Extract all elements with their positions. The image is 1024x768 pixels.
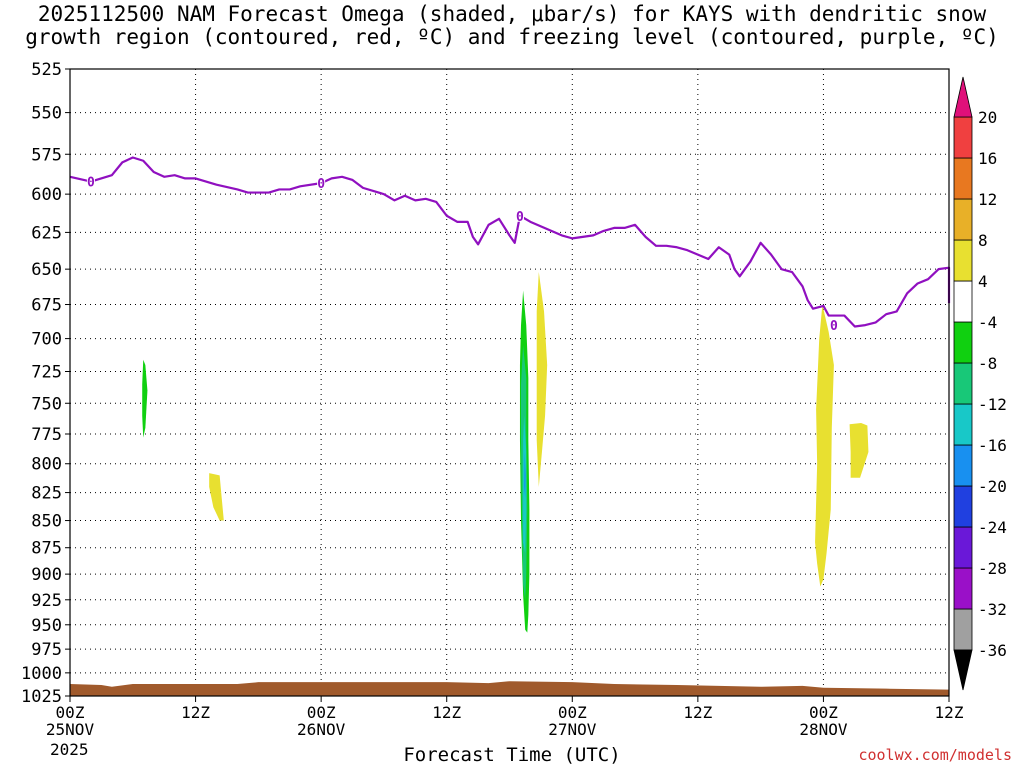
freezing-level-contour: 0 0 0 0 bbox=[69, 156, 951, 334]
colorbar-box bbox=[953, 567, 973, 610]
year-label: 2025 bbox=[50, 740, 89, 759]
y-tick-label: 875 bbox=[31, 539, 62, 559]
colorbar-max-arrow bbox=[953, 76, 973, 118]
contour-label-bg bbox=[86, 174, 95, 188]
colorbar-box bbox=[953, 116, 973, 159]
colorbar-label: -8 bbox=[978, 354, 997, 373]
colorbar-box bbox=[953, 403, 973, 446]
colorbar-box bbox=[953, 444, 973, 487]
colorbar-label: -36 bbox=[978, 641, 1007, 660]
colorbar: -36 -32 -28 -24 -20 -16 -12 -8 -4 4 8 12 16 20 bbox=[953, 76, 1007, 691]
colorbar-label: 20 bbox=[978, 108, 997, 127]
colorbar-box bbox=[953, 321, 973, 364]
colorbar-min-arrow bbox=[953, 649, 973, 691]
x-tick-label: 12Z bbox=[935, 703, 964, 722]
y-tick-label: 825 bbox=[31, 484, 62, 504]
contour-label-bg bbox=[515, 208, 524, 222]
omega-region bbox=[209, 473, 224, 521]
y-tick-label: 625 bbox=[31, 223, 62, 243]
y-tick-label: 675 bbox=[31, 296, 62, 316]
contour-label: 0 bbox=[516, 210, 524, 225]
plot-frame bbox=[69, 68, 950, 697]
y-tick-label: 600 bbox=[31, 185, 62, 205]
x-tick-label: 00Z bbox=[307, 703, 336, 722]
colorbar-label: -12 bbox=[978, 395, 1007, 414]
axes: 525 550 575 600 625 650 675 700 725 750 775 800 825 8… bbox=[21, 60, 964, 739]
colorbar-label: -20 bbox=[978, 477, 1007, 496]
y-tick-label: 650 bbox=[31, 260, 62, 280]
y-tick-label: 775 bbox=[31, 425, 62, 445]
y-tick-label: 725 bbox=[31, 362, 62, 382]
omega-region bbox=[849, 423, 869, 478]
y-tick-label: 575 bbox=[31, 145, 62, 165]
x-tick-label: 12Z bbox=[181, 703, 210, 722]
colorbar-box bbox=[953, 157, 973, 200]
omega-region bbox=[536, 272, 548, 487]
omega-region bbox=[815, 304, 834, 587]
y-tick-label: 525 bbox=[31, 60, 62, 80]
y-tick-label: 750 bbox=[31, 394, 62, 414]
contour-label: 0 bbox=[87, 176, 95, 191]
colorbar-label: -32 bbox=[978, 600, 1007, 619]
y-tick-label: 900 bbox=[31, 565, 62, 585]
y-tick-label: 1025 bbox=[21, 687, 62, 707]
y-tick-label: 700 bbox=[31, 330, 62, 350]
y-tick-label: 950 bbox=[31, 616, 62, 636]
contour-label: 0 bbox=[830, 319, 838, 334]
x-date-label: 28NOV bbox=[799, 720, 848, 739]
contour-label-bg bbox=[829, 318, 838, 332]
colorbar-box bbox=[953, 608, 973, 651]
y-tick-label: 975 bbox=[31, 640, 62, 660]
y-tick-label: 800 bbox=[31, 455, 62, 475]
credit-link[interactable]: coolwx.com/models bbox=[858, 746, 1012, 764]
colorbar-box bbox=[953, 280, 973, 323]
y-tick-label: 1000 bbox=[21, 664, 62, 684]
colorbar-box bbox=[953, 485, 973, 528]
colorbar-label: -24 bbox=[978, 518, 1007, 537]
colorbar-box bbox=[953, 239, 973, 282]
x-axis-title: Forecast Time (UTC) bbox=[403, 744, 621, 766]
colorbar-label: 12 bbox=[978, 190, 997, 209]
x-tick-label: 00Z bbox=[558, 703, 587, 722]
y-tick-label: 850 bbox=[31, 512, 62, 532]
x-date-label: 25NOV bbox=[46, 720, 95, 739]
x-tick-label: 00Z bbox=[56, 703, 85, 722]
freezing-level-line bbox=[69, 156, 951, 328]
grid-lines bbox=[69, 68, 950, 697]
chart-title-line-2: growth region (contoured, red, ºC) and f… bbox=[25, 25, 999, 49]
contour-label: 0 bbox=[317, 177, 325, 192]
chart-title-line-1: 2025112500 NAM Forecast Omega (shaded, μ… bbox=[37, 2, 987, 26]
terrain-surface bbox=[70, 681, 949, 696]
colorbar-label: -28 bbox=[978, 559, 1007, 578]
x-date-label: 26NOV bbox=[297, 720, 346, 739]
terrain-area bbox=[70, 681, 949, 696]
contour-label-bg bbox=[317, 176, 326, 190]
x-tick-label: 12Z bbox=[683, 703, 712, 722]
y-tick-label: 925 bbox=[31, 591, 62, 611]
colorbar-label: 16 bbox=[978, 149, 997, 168]
omega-region bbox=[524, 451, 526, 499]
x-tick-label: 12Z bbox=[432, 703, 461, 722]
colorbar-label: 4 bbox=[978, 272, 988, 291]
x-date-label: 27NOV bbox=[548, 720, 597, 739]
colorbar-label: 8 bbox=[978, 231, 988, 250]
x-tick-label: 00Z bbox=[809, 703, 838, 722]
colorbar-box bbox=[953, 526, 973, 569]
colorbar-box bbox=[953, 198, 973, 241]
omega-region bbox=[142, 359, 148, 438]
colorbar-label: -4 bbox=[978, 313, 997, 332]
colorbar-box bbox=[953, 362, 973, 405]
colorbar-label: -16 bbox=[978, 436, 1007, 455]
omega-shading bbox=[142, 272, 869, 633]
y-tick-label: 550 bbox=[31, 104, 62, 124]
